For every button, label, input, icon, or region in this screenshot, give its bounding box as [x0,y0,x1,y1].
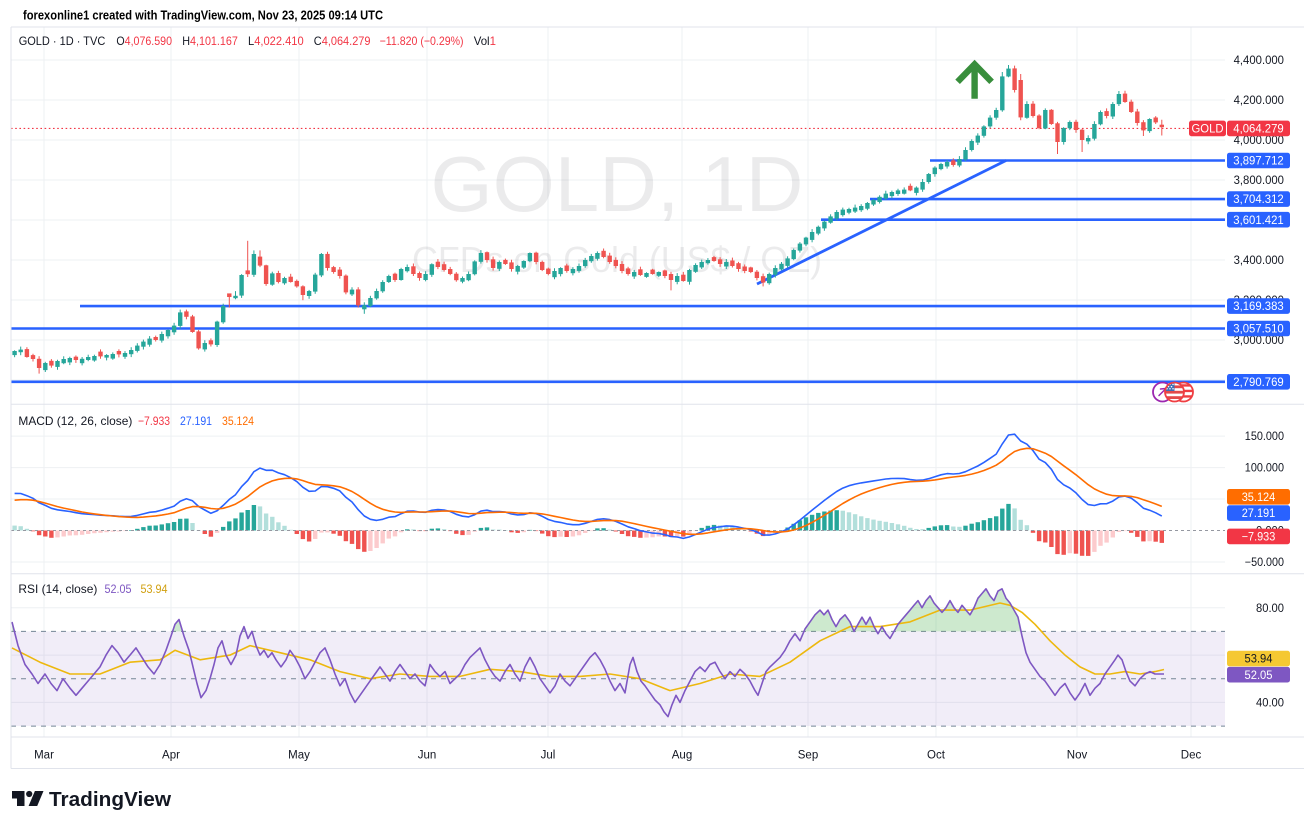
svg-text:40.00: 40.00 [1256,698,1284,710]
svg-text:forexonline1 created with Trad: forexonline1 created with TradingView.co… [23,8,384,23]
svg-text:Oct: Oct [927,750,946,762]
svg-text:27.191: 27.191 [1242,508,1276,520]
svg-text:3,601.421: 3,601.421 [1233,215,1283,227]
svg-text:MACD (12, 26, close): MACD (12, 26, close) [18,414,132,428]
svg-text:3,400.000: 3,400.000 [1234,255,1284,267]
svg-text:Mar: Mar [34,750,54,762]
svg-text:3,057.510: 3,057.510 [1233,324,1283,336]
svg-text:Aug: Aug [672,750,692,762]
svg-text:GOLD, 1D: GOLD, 1D [431,140,804,228]
svg-text:−11.820 (−0.29%): −11.820 (−0.29%) [380,34,464,48]
svg-text:53.94: 53.94 [1245,654,1274,666]
svg-text:52.05: 52.05 [1245,670,1273,682]
svg-text:GOLD: GOLD [1192,124,1224,136]
svg-text:May: May [288,750,310,762]
svg-text:Jul: Jul [541,750,556,762]
svg-text:RSI (14, close): RSI (14, close) [18,582,97,596]
svg-text:Apr: Apr [162,750,180,762]
svg-text:3,897.712: 3,897.712 [1233,156,1283,168]
svg-text:3,704.312: 3,704.312 [1233,194,1283,206]
svg-text:C4,064.279: C4,064.279 [314,34,371,48]
svg-text:Nov: Nov [1067,750,1088,762]
svg-text:3,800.000: 3,800.000 [1234,175,1284,187]
svg-text:2,790.769: 2,790.769 [1233,377,1283,389]
svg-text:35.124: 35.124 [1242,492,1276,504]
svg-text:L4,022.410: L4,022.410 [248,34,304,48]
svg-text:3,000.000: 3,000.000 [1234,335,1284,347]
svg-text:150.000: 150.000 [1245,431,1284,443]
svg-text:52.05: 52.05 [105,582,132,596]
svg-text:4,400.000: 4,400.000 [1234,55,1284,67]
svg-text:4,200.000: 4,200.000 [1234,95,1284,107]
svg-text:4,000.000: 4,000.000 [1234,135,1284,147]
svg-text:−7.933: −7.933 [1242,532,1276,544]
svg-text:35.124: 35.124 [222,414,254,428]
svg-text:TradingView: TradingView [49,788,171,811]
svg-text:53.94: 53.94 [141,582,168,596]
svg-text:100.000: 100.000 [1245,463,1284,475]
svg-text:−7.933: −7.933 [138,414,170,428]
svg-text:4,064.279: 4,064.279 [1233,124,1283,136]
svg-text:H4,101.167: H4,101.167 [182,34,238,48]
svg-text:27.191: 27.191 [180,414,212,428]
svg-text:O4,076.590: O4,076.590 [116,34,172,48]
svg-text:−50.000: −50.000 [1245,557,1284,569]
svg-text:Dec: Dec [1181,750,1202,762]
svg-text:3,169.383: 3,169.383 [1233,301,1283,313]
svg-text:80.00: 80.00 [1256,603,1284,615]
svg-text:GOLD · 1D · TVC: GOLD · 1D · TVC [19,34,106,48]
svg-text:Sep: Sep [798,750,818,762]
svg-text:Vol1: Vol1 [474,34,497,48]
svg-text:Jun: Jun [418,750,437,762]
